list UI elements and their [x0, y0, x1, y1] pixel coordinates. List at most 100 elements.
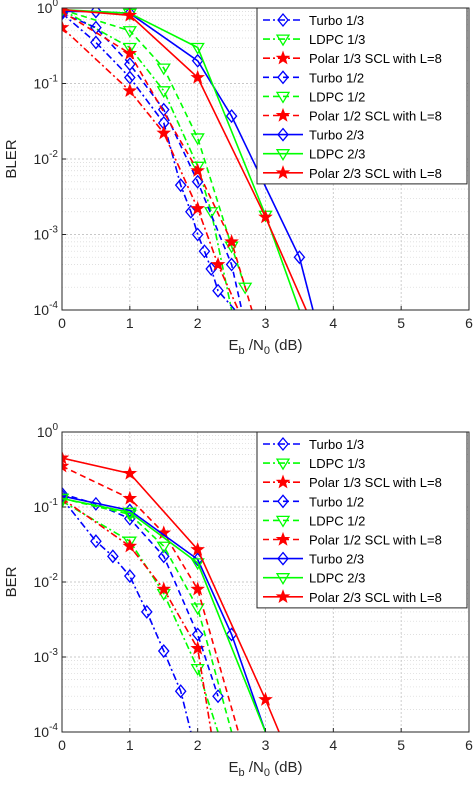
- data-point-turbo-2-3: [225, 109, 238, 124]
- legend-marker: [275, 531, 291, 546]
- legend-marker: [275, 165, 291, 179]
- data-point-polar-2-3-scl-with-l-8: [258, 209, 273, 224]
- data-point-ldpc-1-3: [122, 536, 137, 549]
- series-group: [62, 8, 314, 310]
- legend-label: Polar 2/3 SCL with L=8: [309, 590, 442, 605]
- data-point-turbo-1-3: [157, 644, 170, 659]
- data-point-ldpc-1-3: [122, 42, 137, 55]
- legend-item-ldpc-1-2: LDPC 1/2: [263, 89, 365, 104]
- legend-marker: [277, 494, 289, 509]
- chart-panel-ber: 0 1 2 3 4 5 6 10-4 10-3 10-2 10-1 100 BER Eb /N0 (dB)…: [3, 422, 473, 779]
- data-point-polar-2-3-scl-with-l-8: [62, 8, 69, 16]
- legend-item-ldpc-1-3: LDPC 1/3: [263, 456, 365, 471]
- data-point-polar-1-2-scl-with-l-8: [122, 490, 138, 505]
- legend-marker: [275, 474, 291, 489]
- x-tick-label: 0: [58, 315, 66, 331]
- data-point-turbo-1-3: [198, 244, 211, 259]
- y-tick-label: 10-4: [34, 300, 59, 318]
- legend-marker: [275, 107, 291, 122]
- series-line-ldpc-2-3: [62, 497, 267, 732]
- legend-item-polar-1-2-scl-with-l-8: Polar 1/2 SCL with L=8: [263, 531, 442, 548]
- legend-item-turbo-2-3: Turbo 2/3: [263, 551, 364, 567]
- data-point-polar-2-3-scl-with-l-8: [190, 69, 205, 84]
- data-point-turbo-1-2: [123, 57, 136, 72]
- data-point-ldpc-2-3: [190, 42, 205, 55]
- data-point-polar-1-2-scl-with-l-8: [224, 234, 239, 249]
- legend-label: Polar 1/3 SCL with L=8: [309, 475, 442, 490]
- legend-item-ldpc-1-3: LDPC 1/3: [263, 32, 365, 47]
- x-tick-label: 3: [262, 315, 270, 331]
- legend-label: Turbo 1/3: [309, 437, 364, 452]
- data-point-ldpc-1-2: [156, 63, 171, 76]
- data-point-polar-1-3-scl-with-l-8: [190, 200, 205, 215]
- data-point-polar-1-2-scl-with-l-8: [190, 581, 205, 596]
- data-point-turbo-1-3: [205, 261, 218, 276]
- x-tick-label: 6: [465, 315, 473, 331]
- legend-item-polar-1-3-scl-with-l-8: Polar 1/3 SCL with L=8: [263, 474, 442, 490]
- data-point-turbo-1-3: [123, 569, 136, 584]
- legend-marker: [275, 50, 291, 65]
- data-point-polar-1-3-scl-with-l-8: [62, 19, 70, 34]
- y-tick-label: 10-3: [34, 647, 59, 665]
- legend: Turbo 1/3 LDPC 1/3 Polar 1/3 SCL with L=8 T…: [256, 431, 468, 609]
- legend-label: Polar 1/3 SCL with L=8: [309, 51, 442, 66]
- data-point-turbo-1-3: [174, 684, 187, 699]
- legend-label: Turbo 1/3: [309, 13, 364, 28]
- data-point-polar-1-2-scl-with-l-8: [62, 458, 70, 473]
- legend-marker: [275, 149, 291, 161]
- series-line-ldpc-1-2: [62, 8, 246, 288]
- series-line-turbo-1-3: [62, 498, 192, 732]
- x-tick-label: 2: [194, 315, 202, 331]
- legend-marker: [277, 127, 289, 142]
- legend-label: Turbo 1/2: [309, 70, 364, 85]
- legend-label: LDPC 1/2: [309, 89, 365, 104]
- legend-marker: [277, 12, 289, 28]
- legend-item-ldpc-2-3: LDPC 2/3: [263, 147, 365, 162]
- data-point-ldpc-1-3: [190, 161, 205, 174]
- legend-item-polar-2-3-scl-with-l-8: Polar 2/3 SCL with L=8: [263, 165, 442, 181]
- data-point-turbo-1-3: [140, 604, 153, 619]
- y-tick-label: 10-4: [34, 722, 59, 740]
- legend-item-turbo-1-3: Turbo 1/3: [263, 436, 364, 452]
- data-point-polar-1-2-scl-with-l-8: [122, 45, 138, 60]
- data-point-turbo-1-3: [212, 283, 224, 298]
- data-point-turbo-2-3: [90, 8, 102, 19]
- data-point-ldpc-2-3: [62, 493, 70, 506]
- legend-item-ldpc-1-2: LDPC 1/2: [263, 513, 365, 528]
- legend-item-turbo-1-2: Turbo 1/2: [263, 70, 364, 85]
- data-point-polar-2-3-scl-with-l-8: [258, 691, 273, 706]
- data-point-turbo-2-3: [293, 250, 306, 265]
- series-line-ldpc-2-3: [62, 8, 301, 310]
- legend-label: Turbo 1/2: [309, 494, 364, 509]
- x-tick-label: 5: [397, 737, 405, 753]
- y-tick-label: 10-1: [34, 74, 59, 92]
- legend-marker: [277, 551, 289, 566]
- series-line-ldpc-1-3: [62, 500, 219, 732]
- x-tick-label: 2: [194, 737, 202, 753]
- legend-item-polar-1-2-scl-with-l-8: Polar 1/2 SCL with L=8: [263, 107, 442, 124]
- x-axis-label: Eb /N0 (dB): [229, 759, 303, 779]
- chart-panel-bler: 0 1 2 3 4 5 6 10-4 10-3 10-2 10-1 100 BLER Eb /N0 (dB…: [3, 0, 473, 357]
- legend-marker: [275, 91, 291, 104]
- data-point-polar-2-3-scl-with-l-8: [122, 8, 138, 22]
- legend-label: Turbo 2/3: [309, 552, 364, 567]
- legend-box: [256, 431, 468, 609]
- y-tick-label: 100: [37, 422, 59, 440]
- legend-label: LDPC 2/3: [309, 571, 365, 586]
- series-line-turbo-1-3: [62, 12, 236, 310]
- data-point-ldpc-1-2: [190, 133, 205, 146]
- data-point-polar-1-3-scl-with-l-8: [122, 83, 138, 98]
- data-point-polar-2-3-scl-with-l-8: [190, 541, 205, 556]
- legend-item-polar-1-3-scl-with-l-8: Polar 1/3 SCL with L=8: [263, 50, 442, 66]
- data-point-turbo-1-2: [225, 257, 238, 272]
- legend-box: [256, 7, 468, 185]
- data-point-polar-2-3-scl-with-l-8: [62, 450, 70, 465]
- legend-item-turbo-1-2: Turbo 1/2: [263, 494, 364, 509]
- legend-label: Turbo 2/3: [309, 128, 364, 143]
- x-tick-label: 6: [465, 737, 473, 753]
- y-tick-label: 10-2: [34, 572, 59, 590]
- data-point-polar-1-3-scl-with-l-8: [156, 581, 172, 596]
- data-point-turbo-1-2: [90, 20, 102, 35]
- data-point-ldpc-1-3: [156, 86, 171, 99]
